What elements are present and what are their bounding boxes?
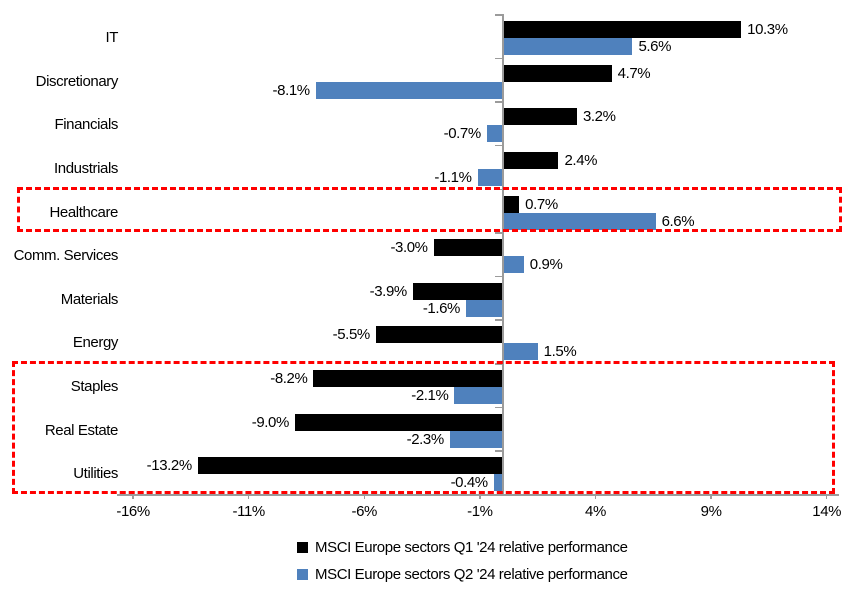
bar-q1-discretionary (503, 64, 612, 82)
bar-q2-industrials (477, 168, 503, 186)
x-axis-line (117, 494, 839, 496)
category-label-utilities: Utilities (73, 465, 118, 483)
value-label-q1-it: 10.3% (747, 21, 788, 38)
y-axis-line (501, 14, 504, 494)
bar-q1-real-estate (294, 413, 503, 431)
bar-q1-utilities (197, 457, 503, 475)
legend-marker-q1 (297, 542, 308, 553)
value-label-q2-industrials: -1.1% (434, 168, 472, 186)
category-tick (495, 101, 502, 103)
value-label-q2-energy: 1.5% (543, 343, 577, 361)
bar-q1-it (503, 21, 742, 38)
value-label-q2-comm-services: 0.9% (529, 256, 563, 274)
legend-label-q1: MSCI Europe sectors Q1 '24 relative perf… (315, 539, 628, 556)
category-tick (495, 14, 502, 16)
value-label-q2-it: 5.6% (638, 38, 672, 55)
category-label-healthcare: Healthcare (49, 203, 118, 221)
value-label-q1-healthcare: 0.7% (525, 195, 558, 213)
x-axis-tick (825, 494, 828, 499)
category-label-industrials: Industrials (54, 159, 118, 177)
value-label-q1-energy: -5.5% (332, 326, 371, 344)
x-axis-tick (594, 494, 597, 499)
value-label-q2-healthcare: 6.6% (661, 212, 695, 230)
value-label-q2-utilities: -0.4% (450, 474, 489, 492)
x-axis-tick-label: 14% (812, 503, 842, 520)
bar-q2-utilities (493, 474, 503, 492)
value-label-q2-materials: -1.6% (422, 299, 461, 317)
bar-q2-discretionary (315, 81, 503, 99)
x-axis-tick-label: 4% (585, 503, 606, 520)
category-label-comm-services: Comm. Services (13, 247, 119, 265)
bar-q2-materials (466, 299, 503, 317)
category-label-staples: Staples (70, 378, 119, 396)
bar-q1-materials (412, 282, 503, 300)
bar-q1-staples (313, 370, 503, 388)
value-label-q1-staples: -8.2% (270, 370, 308, 388)
category-tick (495, 319, 502, 321)
healthcare-highlight (17, 187, 842, 232)
bar-q2-healthcare (503, 212, 656, 230)
value-label-q1-materials: -3.9% (369, 282, 408, 300)
bar-q2-staples (454, 387, 503, 405)
bar-q2-real-estate (449, 430, 503, 448)
category-tick (495, 450, 502, 452)
value-label-q1-comm-services: -3.0% (390, 239, 428, 257)
x-axis-tick (363, 494, 366, 499)
value-label-q1-utilities: -13.2% (146, 457, 193, 475)
bar-q1-industrials (503, 151, 559, 169)
category-label-it: IT (105, 29, 118, 46)
x-axis-tick (132, 494, 134, 499)
x-axis-tick (479, 494, 481, 499)
category-label-materials: Materials (60, 290, 119, 308)
category-tick (495, 57, 502, 60)
value-label-q1-discretionary: 4.7% (617, 64, 651, 82)
x-axis-tick-label: -6% (351, 503, 378, 520)
x-axis-tick (710, 494, 712, 499)
defensives-highlight (12, 361, 835, 494)
legend-item-q2: MSCI Europe sectors Q2 '24 relative perf… (297, 566, 628, 583)
value-label-q1-industrials: 2.4% (564, 151, 598, 169)
x-axis-tick-label: -1% (467, 503, 493, 520)
category-tick (495, 275, 502, 278)
category-label-real-estate: Real Estate (44, 421, 119, 439)
category-label-financials: Financials (54, 116, 118, 134)
bar-q2-it (503, 38, 633, 55)
category-tick (495, 494, 502, 496)
bar-q2-financials (486, 125, 503, 143)
x-axis-tick-label: 9% (700, 503, 722, 520)
bar-q2-comm-services (503, 256, 524, 274)
value-label-q2-staples: -2.1% (411, 387, 449, 405)
category-label-energy: Energy (72, 334, 119, 352)
category-tick (495, 232, 502, 234)
bar-q1-comm-services (433, 239, 503, 257)
value-label-q2-discretionary: -8.1% (272, 81, 311, 99)
bar-q1-energy (375, 326, 503, 344)
value-label-q1-real-estate: -9.0% (251, 413, 290, 431)
bar-q1-healthcare (503, 195, 520, 213)
category-tick (495, 406, 502, 409)
x-axis-tick-label: -16% (116, 503, 150, 520)
value-label-q2-real-estate: -2.3% (406, 430, 445, 448)
value-label-q1-financials: 3.2% (582, 108, 616, 126)
bar-q2-energy (503, 343, 538, 361)
category-label-discretionary: Discretionary (35, 72, 119, 90)
x-axis-tick-label: -11% (232, 503, 266, 520)
category-tick (495, 144, 502, 147)
legend-item-q1: MSCI Europe sectors Q1 '24 relative perf… (297, 539, 628, 556)
legend-marker-q2 (297, 569, 308, 580)
x-axis-tick (247, 494, 250, 499)
legend-label-q2: MSCI Europe sectors Q2 '24 relative perf… (315, 566, 628, 583)
value-label-q2-financials: -0.7% (443, 125, 482, 143)
bar-q1-financials (503, 108, 577, 126)
